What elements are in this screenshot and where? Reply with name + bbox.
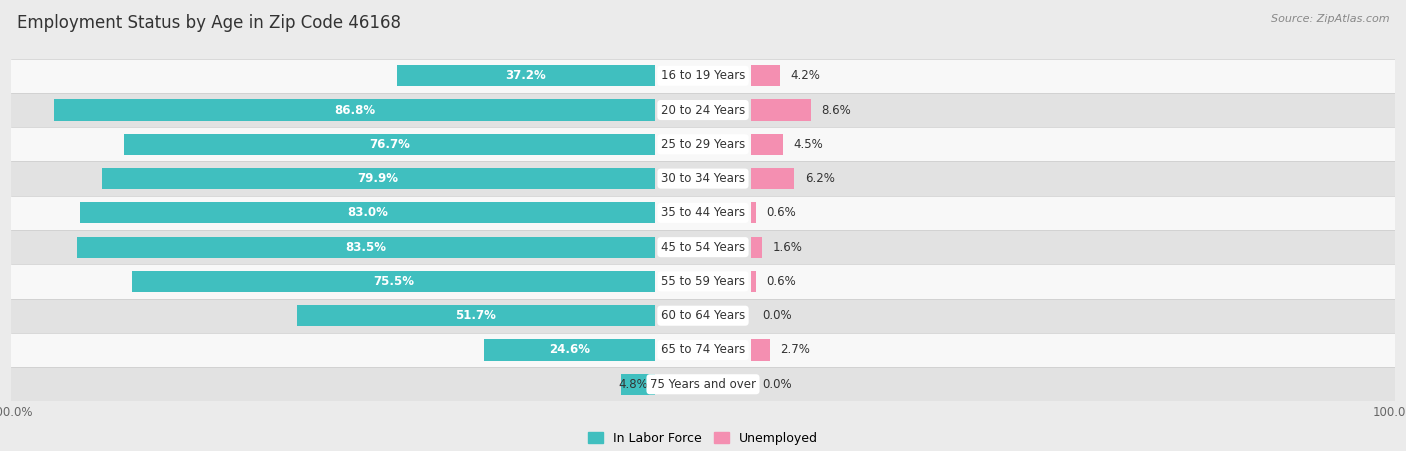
Text: 45 to 54 Years: 45 to 54 Years: [661, 241, 745, 253]
Bar: [11, 299, 1395, 333]
Text: 2.7%: 2.7%: [780, 344, 810, 356]
Text: 0.6%: 0.6%: [766, 207, 796, 219]
Text: 79.9%: 79.9%: [357, 172, 399, 185]
Bar: [751, 133, 783, 155]
Text: 24.6%: 24.6%: [548, 344, 591, 356]
Text: 8.6%: 8.6%: [821, 104, 851, 116]
Text: 4.2%: 4.2%: [790, 69, 821, 82]
Bar: [751, 65, 780, 87]
Text: 83.0%: 83.0%: [347, 207, 388, 219]
Text: 0.6%: 0.6%: [766, 275, 796, 288]
Bar: [11, 127, 1395, 161]
Text: 4.5%: 4.5%: [793, 138, 823, 151]
Legend: In Labor Force, Unemployed: In Labor Force, Unemployed: [583, 427, 823, 450]
Bar: [80, 202, 655, 224]
Bar: [55, 99, 655, 121]
Text: 83.5%: 83.5%: [346, 241, 387, 253]
Bar: [751, 99, 811, 121]
Bar: [11, 59, 1395, 93]
Text: 86.8%: 86.8%: [333, 104, 375, 116]
Text: 30 to 34 Years: 30 to 34 Years: [661, 172, 745, 185]
Bar: [297, 305, 655, 327]
Bar: [751, 202, 755, 224]
Text: 35 to 44 Years: 35 to 44 Years: [661, 207, 745, 219]
Text: Source: ZipAtlas.com: Source: ZipAtlas.com: [1271, 14, 1389, 23]
Text: 65 to 74 Years: 65 to 74 Years: [661, 344, 745, 356]
Text: 1.6%: 1.6%: [773, 241, 803, 253]
Text: 0.0%: 0.0%: [762, 309, 792, 322]
Bar: [11, 161, 1395, 196]
Text: 6.2%: 6.2%: [804, 172, 835, 185]
Bar: [124, 133, 655, 155]
Bar: [11, 230, 1395, 264]
Text: 55 to 59 Years: 55 to 59 Years: [661, 275, 745, 288]
Bar: [751, 271, 755, 292]
Text: 75 Years and over: 75 Years and over: [650, 378, 756, 391]
Text: 76.7%: 76.7%: [368, 138, 409, 151]
Bar: [751, 168, 794, 189]
Bar: [751, 236, 762, 258]
Bar: [485, 339, 655, 361]
Text: 0.0%: 0.0%: [762, 378, 792, 391]
Bar: [11, 333, 1395, 367]
Text: 4.8%: 4.8%: [617, 378, 648, 391]
Text: 20 to 24 Years: 20 to 24 Years: [661, 104, 745, 116]
Bar: [11, 367, 1395, 401]
Text: 16 to 19 Years: 16 to 19 Years: [661, 69, 745, 82]
Bar: [11, 93, 1395, 127]
Text: 60 to 64 Years: 60 to 64 Years: [661, 309, 745, 322]
Bar: [101, 168, 655, 189]
Text: 51.7%: 51.7%: [456, 309, 496, 322]
Bar: [398, 65, 655, 87]
Text: 25 to 29 Years: 25 to 29 Years: [661, 138, 745, 151]
Bar: [77, 236, 655, 258]
Text: Employment Status by Age in Zip Code 46168: Employment Status by Age in Zip Code 461…: [17, 14, 401, 32]
Bar: [621, 373, 655, 395]
Text: 37.2%: 37.2%: [506, 69, 547, 82]
Bar: [751, 339, 770, 361]
Bar: [11, 196, 1395, 230]
Bar: [132, 271, 655, 292]
Bar: [11, 264, 1395, 299]
Text: 75.5%: 75.5%: [373, 275, 413, 288]
